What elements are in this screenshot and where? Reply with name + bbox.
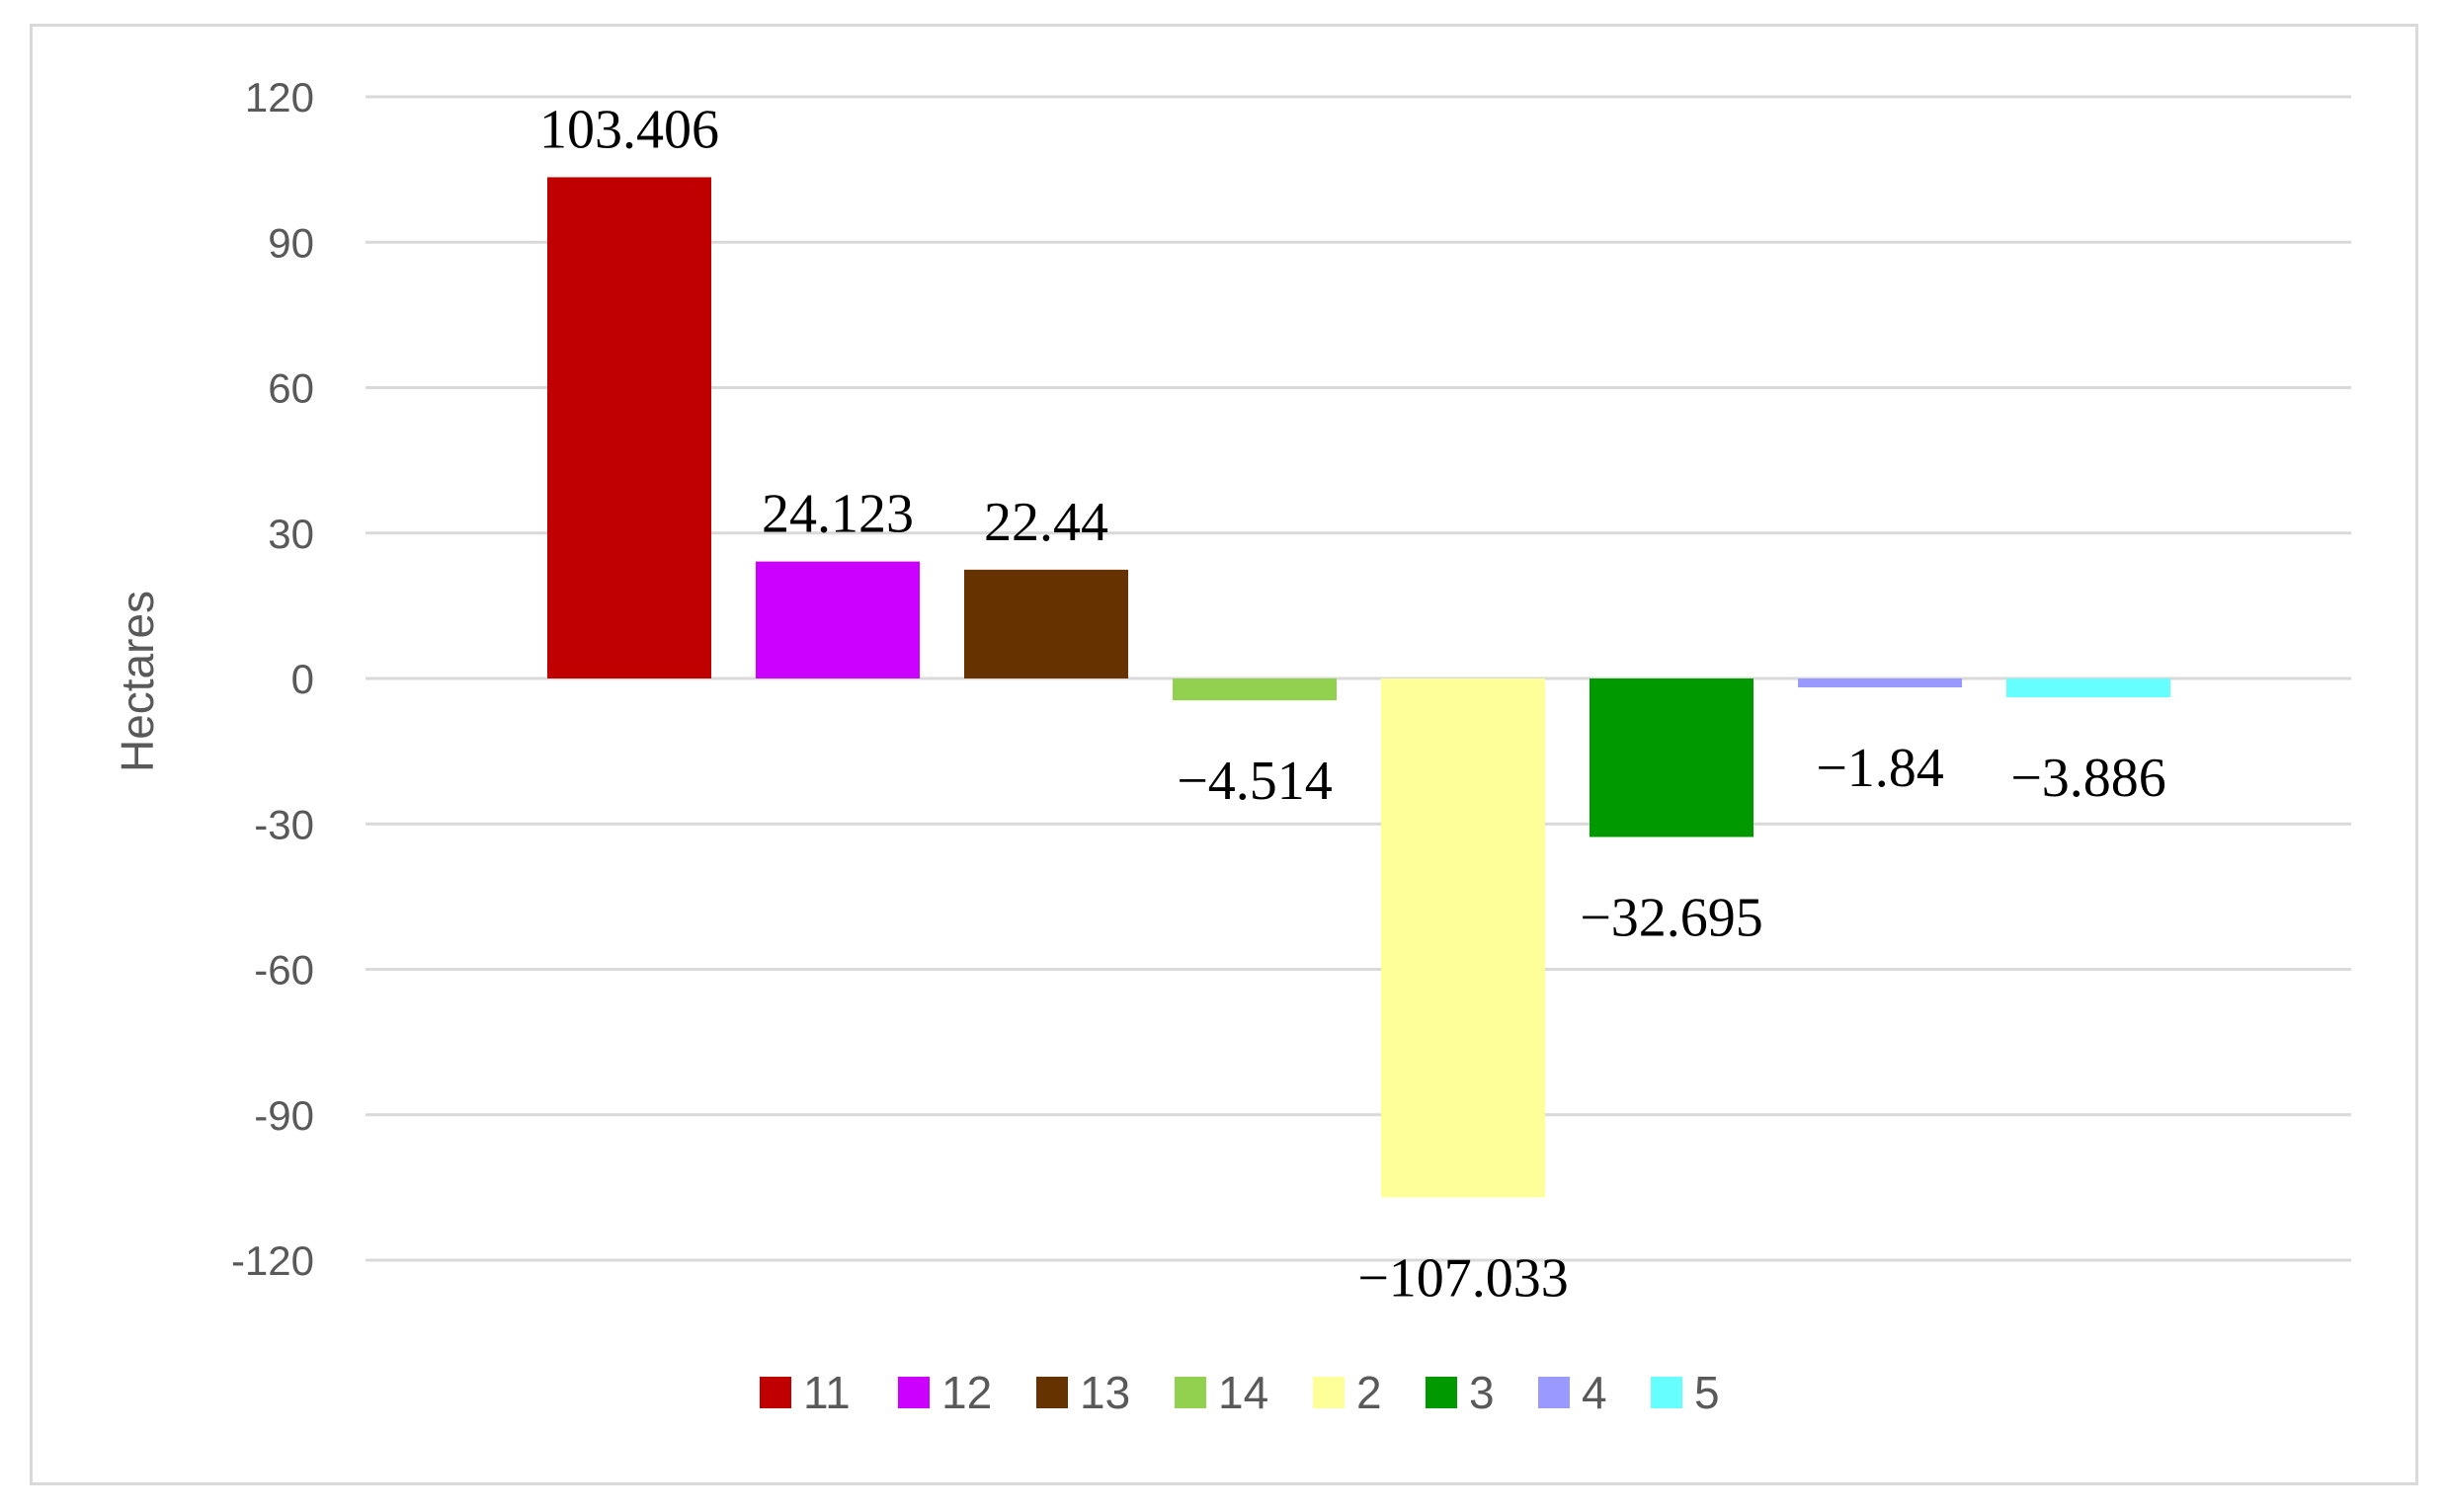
bar-13: [964, 569, 1128, 678]
legend-swatch-14: [1175, 1377, 1206, 1408]
legend-swatch-3: [1426, 1377, 1457, 1408]
legend-label-13: 13: [1080, 1367, 1130, 1418]
data-label-14: −4.514: [1177, 751, 1333, 812]
legend-label-14: 14: [1218, 1367, 1268, 1418]
data-label-5: −3.886: [2010, 748, 2166, 809]
y-tick-label: -90: [254, 1092, 314, 1139]
bar-11: [547, 177, 711, 678]
legend-label-12: 12: [941, 1367, 992, 1418]
data-label-13: 22.44: [984, 492, 1108, 553]
chart-frame: [30, 24, 2418, 1485]
legend-label-11: 11: [803, 1367, 851, 1418]
bar-5: [2006, 678, 2170, 698]
legend-swatch-12: [898, 1377, 930, 1408]
data-labels: 103.406 24.123 22.44 −4.514 −107.033 −32.695 −…: [539, 99, 2166, 1309]
bar-12: [756, 561, 920, 678]
y-tick-label: -120: [231, 1237, 314, 1284]
bars: [547, 177, 2170, 1198]
legend-swatch-11: [760, 1377, 791, 1408]
bar-3: [1590, 678, 1754, 837]
y-tick-label: -30: [254, 801, 314, 847]
y-tick-label: 60: [268, 365, 314, 412]
data-label-11: 103.406: [539, 99, 719, 160]
legend-swatch-4: [1538, 1377, 1570, 1408]
data-label-2: −107.033: [1357, 1247, 1569, 1309]
legend-label-2: 2: [1356, 1367, 1382, 1418]
legend-swatch-13: [1036, 1377, 1068, 1408]
bar-14: [1173, 678, 1337, 701]
legend-swatch-5: [1651, 1377, 1682, 1408]
y-tick-label: 120: [245, 74, 314, 120]
y-axis-title: Hectares: [112, 591, 163, 772]
legend-label-4: 4: [1582, 1367, 1607, 1418]
bar-4: [1798, 678, 1962, 688]
legend-label-5: 5: [1694, 1367, 1720, 1418]
y-tick-label: 90: [268, 219, 314, 266]
data-label-12: 24.123: [762, 484, 914, 545]
y-tick-label: 0: [291, 656, 314, 702]
y-tick-label: 30: [268, 511, 314, 557]
y-tick-label: -60: [254, 947, 314, 994]
legend-swatch-2: [1313, 1377, 1345, 1408]
data-label-3: −32.695: [1580, 887, 1763, 948]
bar-2: [1381, 678, 1545, 1198]
legend: 11 12 13 14 2 3 4 5: [760, 1367, 1720, 1418]
data-label-4: −1.84: [1816, 738, 1944, 799]
y-axis-ticks: 120 90 60 30 0 -30 -60 -90 -120: [231, 74, 314, 1284]
legend-label-3: 3: [1469, 1367, 1495, 1418]
